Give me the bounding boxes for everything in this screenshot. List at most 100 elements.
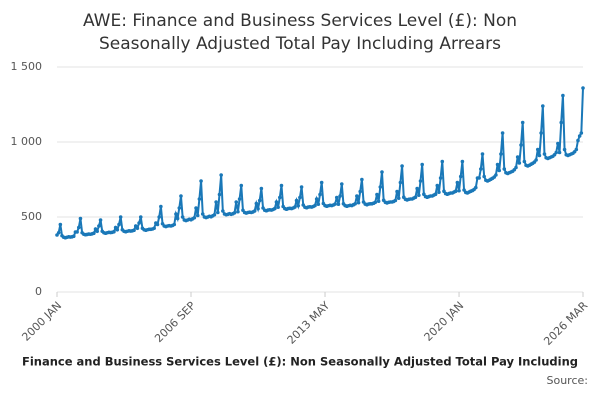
- data-point: [259, 186, 264, 191]
- data-point: [360, 177, 364, 182]
- data-point: [576, 138, 580, 143]
- data-point: [316, 202, 321, 207]
- data-point: [212, 212, 217, 217]
- data-point: [294, 198, 299, 203]
- data-point: [115, 227, 120, 232]
- data-point: [517, 161, 522, 165]
- data-point: [195, 213, 200, 218]
- data-point: [535, 147, 540, 152]
- data-point: [296, 203, 301, 208]
- data-point: [200, 212, 205, 216]
- data-point: [135, 226, 140, 231]
- data-point: [276, 205, 280, 210]
- data-point: [138, 215, 143, 219]
- data-point: [495, 162, 500, 167]
- data-point: [375, 192, 379, 197]
- data-point: [78, 216, 83, 221]
- data-point: [433, 192, 438, 196]
- data-point: [239, 183, 244, 188]
- data-point: [274, 200, 279, 204]
- data-point: [216, 210, 220, 215]
- y-tick-label: 1 000: [11, 135, 43, 148]
- data-point: [334, 195, 339, 200]
- data-point: [473, 185, 478, 190]
- data-point: [437, 190, 441, 195]
- data-point: [58, 222, 63, 227]
- data-point: [338, 194, 342, 198]
- data-point: [56, 230, 61, 235]
- data-point: [76, 225, 81, 230]
- data-point: [279, 183, 284, 188]
- data-point: [574, 147, 579, 152]
- data-point: [97, 224, 101, 228]
- data-point: [418, 179, 423, 183]
- chart-title: Seasonally Adjusted Total Pay Including …: [99, 34, 501, 54]
- data-point: [556, 141, 560, 146]
- data-point: [577, 134, 582, 138]
- data-point: [500, 131, 505, 135]
- data-point: [358, 189, 363, 194]
- data-point: [477, 176, 481, 180]
- x-tick-label: 2013 MAY: [285, 299, 333, 347]
- data-point: [256, 206, 260, 211]
- data-point: [499, 152, 503, 156]
- x-tick-label: 2026 MAR: [541, 299, 590, 348]
- data-point: [417, 193, 421, 198]
- data-point: [219, 173, 223, 177]
- y-tick-label: 1 500: [11, 60, 43, 73]
- data-point: [137, 221, 141, 225]
- data-point: [174, 212, 178, 216]
- data-point: [333, 202, 337, 206]
- y-tick-label: 0: [35, 285, 42, 298]
- data-point: [458, 174, 463, 179]
- data-point: [232, 211, 237, 215]
- data-point: [197, 197, 202, 201]
- data-point: [400, 164, 404, 168]
- x-tick-label: 2020 JAN: [422, 299, 467, 344]
- data-point: [75, 230, 79, 234]
- data-point: [234, 200, 239, 204]
- data-point: [118, 215, 123, 219]
- data-point: [180, 215, 185, 219]
- data-point: [355, 194, 359, 198]
- data-point: [353, 202, 357, 206]
- chart-title: AWE: Finance and Business Services Level…: [83, 11, 517, 31]
- data-point: [373, 200, 378, 205]
- data-point: [380, 170, 384, 174]
- data-point: [157, 215, 161, 219]
- data-point: [293, 205, 297, 209]
- data-point: [336, 202, 341, 207]
- data-point: [179, 194, 183, 198]
- data-point: [393, 198, 398, 203]
- data-point: [522, 159, 527, 164]
- data-point: [519, 143, 523, 147]
- data-point: [440, 159, 445, 164]
- data-point: [396, 196, 401, 201]
- source: Source:: [547, 374, 589, 387]
- data-point: [562, 147, 567, 152]
- data-point: [520, 120, 525, 125]
- data-point: [482, 174, 486, 179]
- data-point: [480, 152, 485, 156]
- data-point: [557, 150, 562, 155]
- data-point: [221, 209, 225, 213]
- data-point: [192, 215, 197, 220]
- data-point: [92, 231, 96, 235]
- data-point: [237, 197, 242, 201]
- data-point: [581, 86, 585, 90]
- data-point: [199, 179, 203, 183]
- data-point: [319, 180, 324, 185]
- data-point: [438, 176, 443, 180]
- data-point: [420, 162, 424, 167]
- data-point: [453, 189, 458, 193]
- data-point: [398, 180, 403, 185]
- data-point: [298, 195, 302, 200]
- series-line: [56, 87, 584, 239]
- data-point: [356, 200, 361, 205]
- data-point: [479, 167, 483, 171]
- data-point: [579, 131, 584, 135]
- data-point: [318, 192, 322, 197]
- data-point: [314, 197, 319, 201]
- data-point: [537, 153, 542, 158]
- data-point: [112, 229, 116, 234]
